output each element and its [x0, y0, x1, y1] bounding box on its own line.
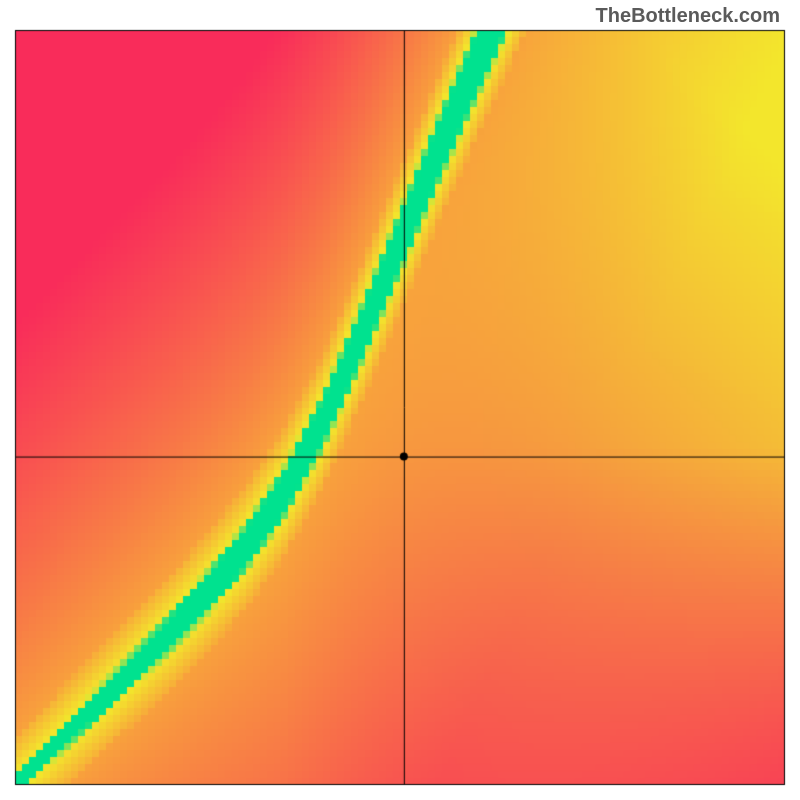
bottleneck-heatmap — [0, 0, 800, 800]
watermark-text: TheBottleneck.com — [596, 5, 780, 28]
chart-container: TheBottleneck.com — [0, 0, 800, 800]
